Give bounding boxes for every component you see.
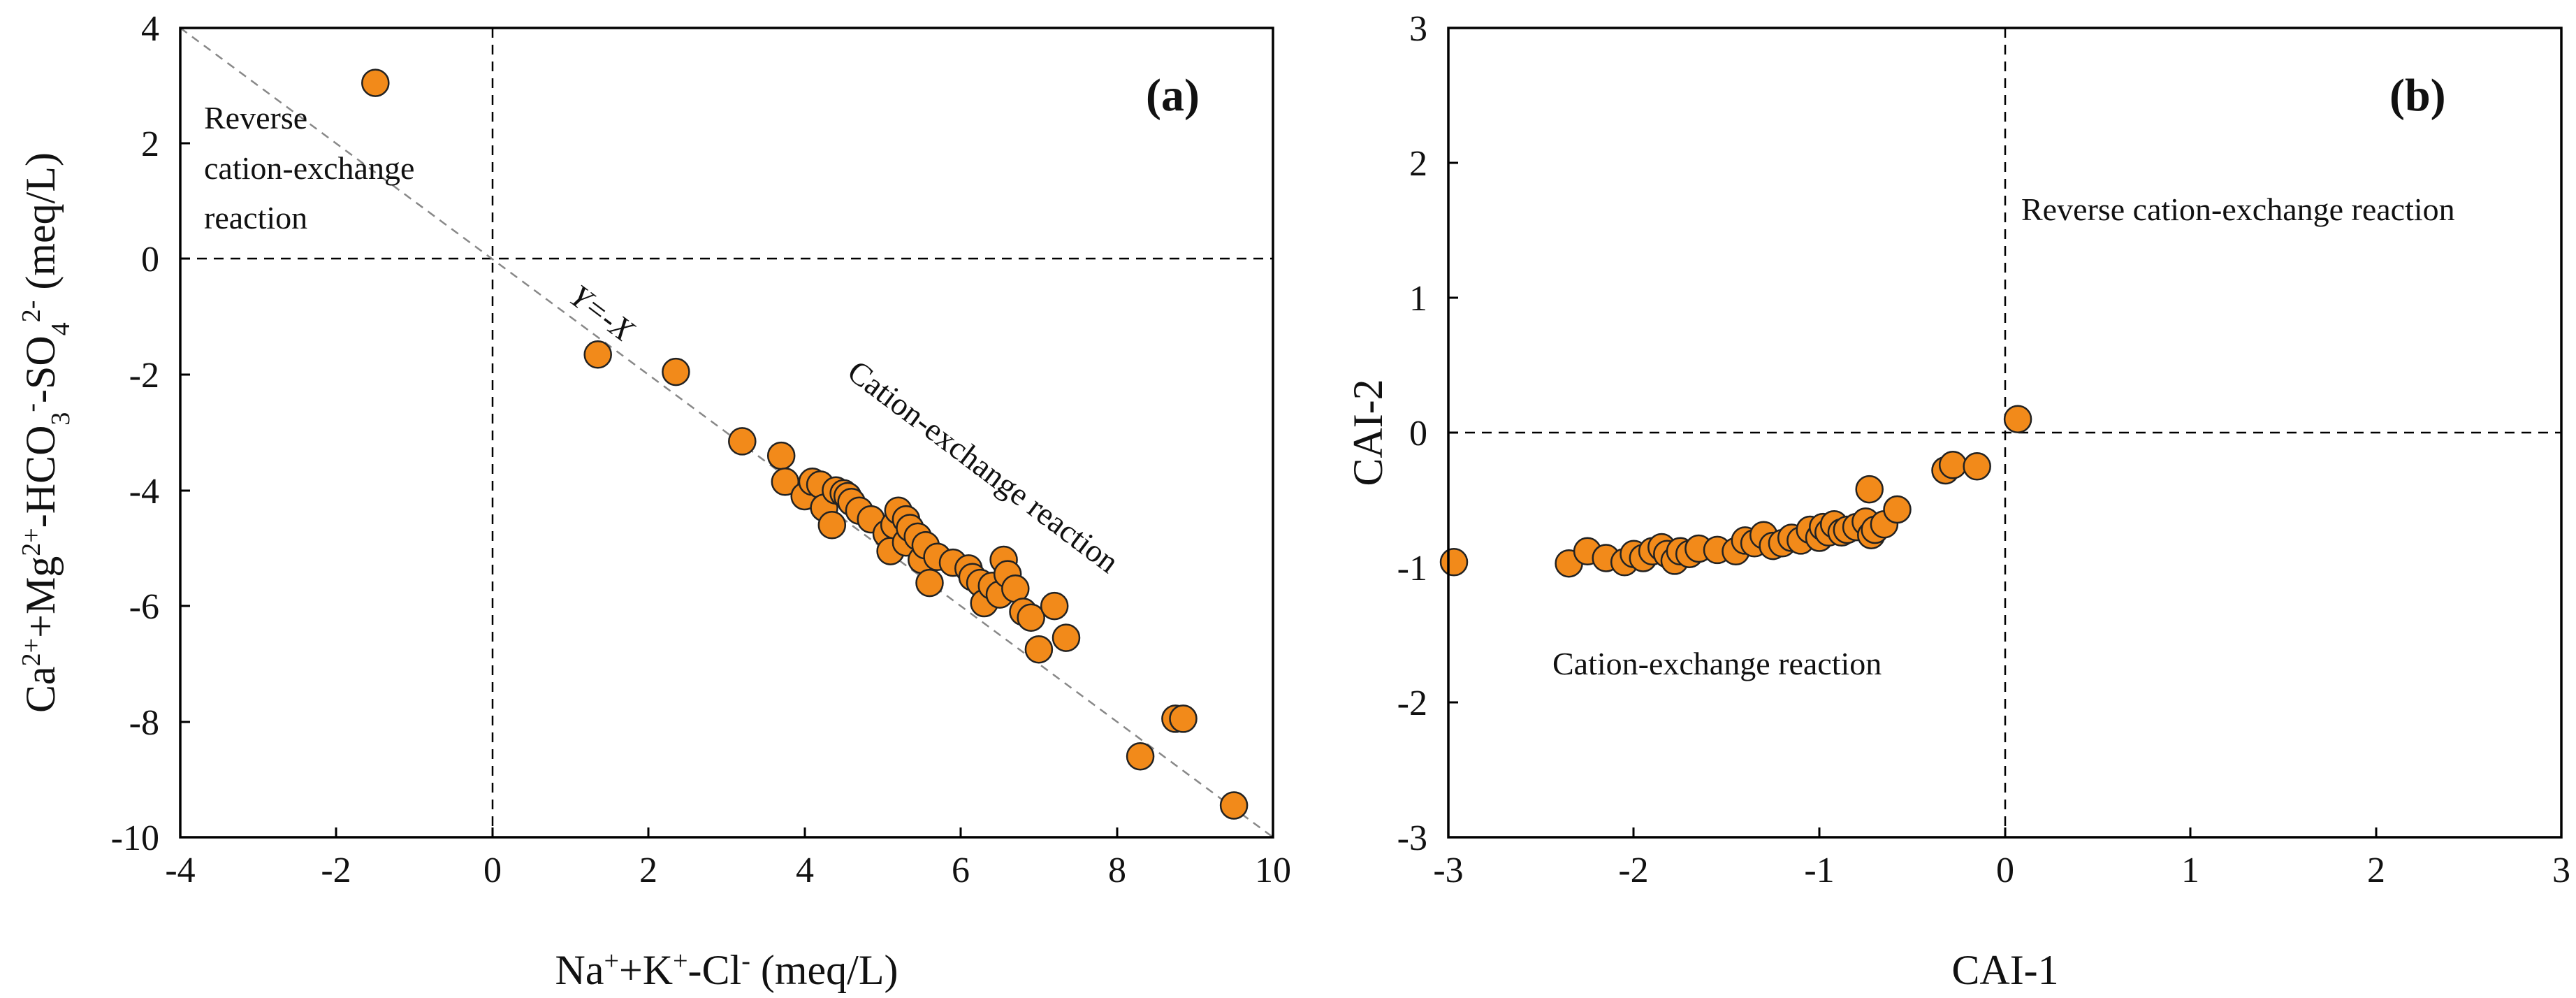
panel-a-data-point: [1051, 623, 1081, 652]
panel-a-x-tick-label: 4: [796, 851, 814, 890]
panel-a-data-point: [728, 427, 757, 456]
panel-a-x-tick-label: 0: [483, 851, 502, 890]
panel-a-reverse-exchange-label: Reverse cation-exchange reaction: [204, 100, 423, 236]
panel-a-reverse-exchange-line: Reverse: [204, 100, 307, 136]
panel-a-x-ticks: [179, 827, 1274, 837]
panel-b-y-tick-label: 3: [1409, 9, 1427, 49]
panel-b-data-point: [1855, 475, 1884, 504]
panel-b-x-tick-labels: -3 -2 -1 0 1 2 3: [1433, 851, 2570, 890]
panel-a-x-tick-label: -4: [165, 851, 195, 890]
panel-a-y-tick-label: -2: [129, 356, 159, 396]
panel-b-x-tick-label: 1: [2181, 851, 2199, 890]
panel-a-x-tick-label: 10: [1255, 851, 1291, 890]
panel-a-y-tick-label: -6: [129, 587, 159, 627]
panel-b-y-tick-label: -3: [1397, 818, 1427, 858]
panel-b-y-tick-label: 0: [1409, 414, 1427, 454]
panel-b-data-point: [1963, 452, 1991, 481]
panel-b-reverse-exchange-label: Reverse cation-exchange reaction: [2021, 191, 2455, 227]
panel-b-y-axis-title: CAI-2: [1345, 379, 1391, 486]
panel-a-frame: [179, 27, 1274, 839]
panel-a-x-tick-label: 2: [639, 851, 657, 890]
panel-b-y-tick-label: -1: [1397, 549, 1427, 588]
panel-a-data-point: [1126, 742, 1155, 771]
panel-b-x-ticks: [1447, 827, 2563, 837]
panel-b-x-tick-label: -2: [1618, 851, 1648, 890]
panel-b-cation-exchange-label: Cation-exchange reaction: [1552, 646, 1882, 681]
panel-b-x-tick-label: 0: [1996, 851, 2014, 890]
panel-b-data-point: [1938, 451, 1967, 479]
panel-a-y-tick-label: 2: [141, 124, 159, 164]
panel-a-data-point: [1219, 791, 1249, 820]
panel-a-y-tick-label: 4: [141, 9, 159, 49]
panel-b-y-ticks: [1448, 27, 1458, 839]
panel-b-x-axis-title: CAI-1: [1951, 947, 2058, 993]
panel-a-data-point: [1169, 704, 1198, 733]
panel-a-data-point: [361, 68, 390, 97]
panel-a-data-point: [662, 357, 690, 386]
panel-b-data-point: [1883, 495, 1912, 524]
panel-a-y-tick-label: -4: [129, 472, 159, 512]
panel-a: -4 -2 0 2 4 6 8 10 -10 -8 -6 -4 -2 0 2 4…: [17, 9, 1291, 993]
panel-a-x-tick-label: 6: [952, 851, 970, 890]
panel-b-y-tick-label: 1: [1409, 279, 1427, 319]
panel-a-reverse-exchange-line: reaction: [204, 200, 307, 236]
panel-b-x-tick-label: 2: [2367, 851, 2385, 890]
panel-a-x-tick-labels: -4 -2 0 2 4 6 8 10: [165, 851, 1291, 890]
panel-a-data-point: [817, 511, 847, 540]
panel-a-x-tick-label: -2: [321, 851, 351, 890]
panel-b-x-tick-label: -3: [1433, 851, 1463, 890]
panel-a-y-tick-label: -8: [129, 703, 159, 743]
panel-b: -3 -2 -1 0 1 2 3 -3 -2 -1 0 1 2 3 Revers…: [1345, 9, 2570, 993]
panel-b-data-point: [2003, 405, 2032, 433]
panel-b-data-point: [1439, 548, 1469, 577]
panel-b-y-tick-label: -2: [1397, 684, 1427, 723]
panel-a-data-point: [1040, 591, 1069, 621]
panel-a-points: [361, 68, 1249, 820]
panel-a-data-point: [1017, 603, 1045, 632]
panel-a-y-axis-title: Ca2++Mg2+-HCO3--SO42- (meq/L): [17, 152, 75, 713]
panel-b-label: (b): [2389, 70, 2446, 121]
panel-a-data-point: [915, 568, 944, 598]
panel-a-data-point: [1024, 635, 1054, 664]
panel-a-y-tick-label: 0: [141, 240, 159, 280]
panel-b-x-tick-label: -1: [1804, 851, 1834, 890]
panel-b-frame: [1447, 27, 2563, 839]
panel-a-label: (a): [1146, 70, 1200, 121]
panel-a-one-to-one-line: [180, 27, 1274, 839]
panel-a-y-tick-labels: -10 -8 -6 -4 -2 0 2 4: [111, 9, 159, 858]
panel-b-y-tick-label: 2: [1409, 144, 1427, 184]
panel-a-x-tick-label: 8: [1108, 851, 1126, 890]
panel-a-y-ticks: [180, 27, 190, 839]
panel-a-diagonal-label: Y=-X: [563, 277, 641, 349]
panel-a-data-point: [583, 340, 612, 369]
panel-b-points: [1439, 405, 2032, 578]
panel-a-data-point: [766, 441, 796, 470]
panel-a-y-tick-label: -10: [111, 818, 159, 858]
panel-a-reverse-exchange-line: cation-exchange: [204, 150, 414, 186]
panel-b-y-tick-labels: -3 -2 -1 0 1 2 3: [1397, 9, 1427, 858]
panel-b-x-tick-label: 3: [2552, 851, 2570, 890]
panel-a-x-axis-title: Na++K+-Cl- (meq/L): [555, 946, 898, 993]
